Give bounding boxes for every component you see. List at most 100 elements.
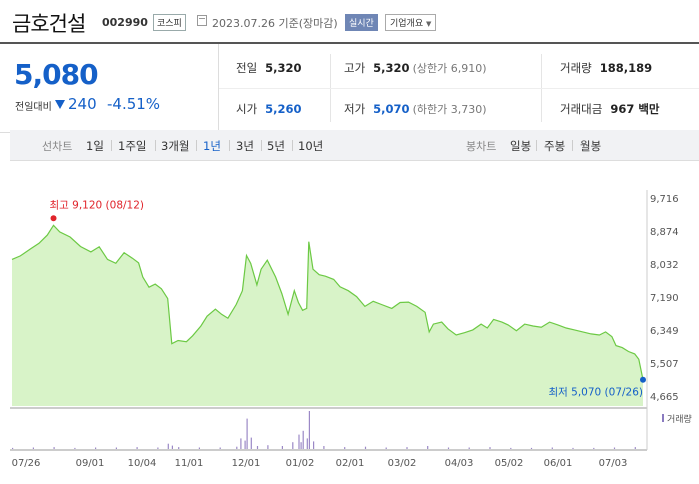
volume-bar [171, 445, 173, 449]
divider [155, 140, 156, 151]
high-price: 고가 5,320 (상한가 6,910) [344, 60, 487, 76]
open-price: 시가 5,260 [236, 101, 302, 117]
volume-bar [236, 446, 238, 449]
volume-bar [385, 447, 387, 449]
x-tick-label: 04/03 [445, 458, 474, 469]
tab-3y[interactable]: 3년 [236, 139, 254, 153]
x-tick-label: 01/02 [286, 458, 315, 469]
x-tick-labels: 07/26 09/01 10/04 11/01 12/01 01/02 02/01 03/02… [12, 458, 628, 469]
change-percent: -4.51% [107, 95, 161, 113]
tab-3m[interactable]: 3개월 [161, 139, 190, 153]
current-price: 5,080 [14, 58, 99, 91]
volume-bar [219, 447, 221, 449]
tab-daily[interactable]: 일봉 [510, 139, 532, 153]
price-chart: 9,716 8,874 8,032 7,190 6,349 5,507 4,665 07/2… [10, 190, 692, 469]
prev-close: 전일 5,320 [236, 60, 302, 76]
open-label: 시가 [236, 102, 258, 116]
divider [572, 140, 573, 151]
volume-bar [32, 447, 34, 449]
volume-bar [246, 418, 248, 449]
x-tick-label: 02/01 [336, 458, 365, 469]
max-marker [50, 215, 57, 222]
volume-bar [510, 447, 512, 449]
volume-bar [572, 447, 574, 449]
low-price: 저가 5,070 (하한가 3,730) [344, 101, 487, 117]
volume-bar [198, 447, 200, 449]
volume: 거래량 188,189 [560, 60, 652, 76]
volume-bar [244, 440, 246, 449]
volume-bar [250, 437, 252, 449]
volume-legend-label: 거래량 [667, 413, 692, 425]
high-label: 고가 [344, 61, 366, 75]
x-tick-label: 06/01 [544, 458, 573, 469]
x-tick-label: 03/02 [388, 458, 417, 469]
volume-bar [292, 442, 294, 449]
divider [111, 140, 112, 151]
y-tick-label: 9,716 [650, 194, 679, 205]
y-tick-label: 8,874 [650, 227, 679, 238]
y-tick-labels: 9,716 8,874 8,032 7,190 6,349 5,507 4,665 [650, 194, 679, 403]
volume-bar [115, 447, 117, 449]
volume-bar [302, 430, 304, 449]
volume-bar [157, 447, 159, 449]
company-overview-dropdown[interactable]: 기업개요 ▼ [385, 14, 437, 31]
volume-bar [12, 447, 14, 449]
tab-5y[interactable]: 5년 [267, 139, 285, 153]
low-value: 5,070 [373, 102, 410, 116]
change-amount: 240 [68, 95, 97, 113]
y-tick-label: 7,190 [650, 293, 679, 304]
price-line [11, 224, 644, 380]
prev-close-label: 전일 [236, 61, 258, 75]
divider [536, 140, 537, 151]
volume-bar [344, 447, 346, 449]
line-chart-label: 선차트 [42, 140, 73, 153]
volume-bar [427, 446, 429, 449]
tab-monthly[interactable]: 월봉 [580, 139, 602, 153]
price-summary: 5,080 전일대비 240 -4.51% [0, 44, 219, 132]
market-badge: 코스피 [153, 14, 186, 31]
candle-chart-label: 봉차트 [466, 140, 497, 153]
x-tick-label: 12/01 [232, 458, 261, 469]
open-value: 5,260 [265, 102, 302, 116]
volume-bar [447, 447, 450, 449]
volume-bar [167, 443, 169, 449]
volume-bar [308, 411, 310, 449]
x-tick-label: 05/02 [495, 458, 524, 469]
max-label: 최고 9,120 (08/12) [50, 199, 145, 211]
tab-10y[interactable]: 10년 [298, 139, 324, 153]
stock-code: 002990 [102, 16, 148, 29]
min-marker [640, 376, 646, 383]
quote-panel: 5,080 전일대비 240 -4.51% 전일 5,320 고가 5,320 (상한… [0, 42, 699, 133]
down-triangle-icon [55, 100, 65, 109]
volume-bar [53, 447, 55, 449]
tab-1y[interactable]: 1년 [203, 139, 221, 153]
tab-1d[interactable]: 1일 [86, 139, 104, 153]
divider [196, 140, 197, 151]
low-label: 저가 [344, 102, 366, 116]
stock-name: 금호건설 [12, 12, 86, 36]
volume-bar [300, 442, 302, 449]
y-tick-label: 4,665 [650, 392, 679, 403]
chart-period-tabs: 선차트 1일 1주일 3개월 1년 3년 5년 10년 봉차트 일봉 주봉 월봉 [10, 130, 699, 161]
y-tick-label: 5,507 [650, 359, 679, 370]
tab-1w[interactable]: 1주일 [118, 139, 147, 153]
volume-bar [178, 447, 180, 449]
volume-bar [613, 447, 616, 449]
amount-value: 967 백만 [610, 102, 660, 116]
volume-bars [12, 411, 636, 449]
y-tick-label: 6,349 [650, 326, 679, 337]
tab-weekly[interactable]: 주봉 [544, 139, 566, 153]
calendar-icon [197, 15, 207, 26]
change-label: 전일대비 [15, 102, 52, 113]
realtime-button[interactable]: 실시간 [345, 14, 378, 31]
trade-amount: 거래대금 967 백만 [560, 101, 660, 117]
stock-header: 금호건설 002990 코스피 2023.07.26 기준(장마감) 실시간 기… [0, 0, 699, 42]
quote-date: 2023.07.26 기준(장마감) [212, 17, 338, 30]
y-tick-label: 8,032 [650, 260, 679, 271]
prev-close-value: 5,320 [265, 61, 302, 75]
divider [292, 140, 293, 151]
divider [219, 88, 699, 89]
lower-limit: (하한가 3,730) [412, 103, 487, 116]
divider [229, 140, 230, 151]
x-tick-label: 09/01 [76, 458, 105, 469]
